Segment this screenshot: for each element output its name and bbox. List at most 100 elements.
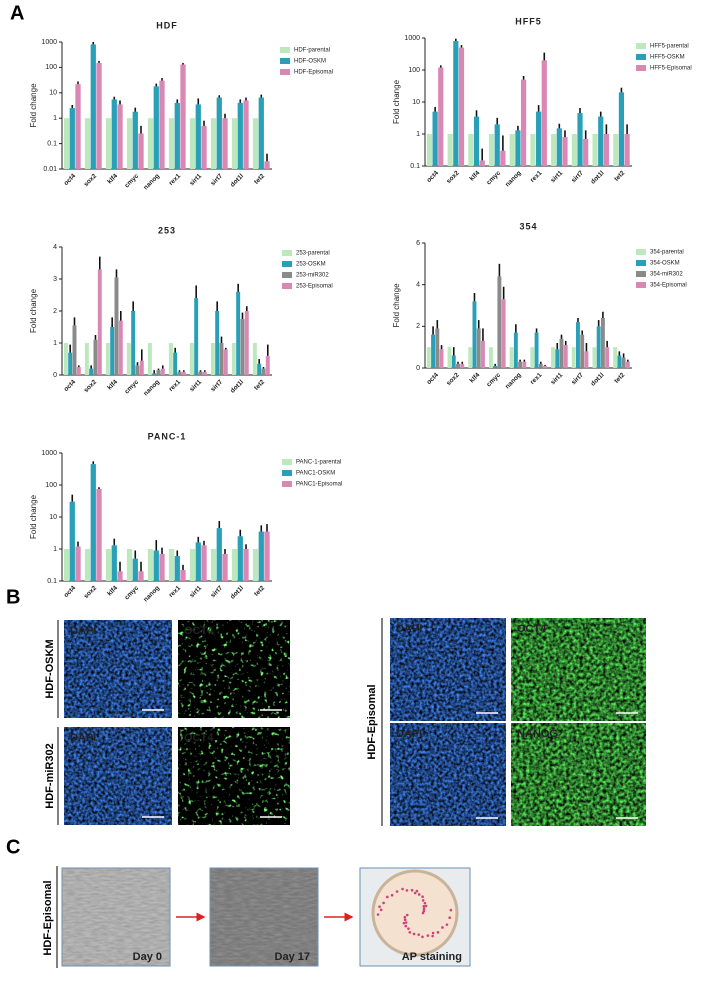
legend-label: 253-Episomal (296, 284, 333, 290)
episomal-image-texture (511, 723, 646, 826)
bar (160, 368, 165, 375)
x-tick-label: sirt7 (209, 172, 224, 187)
bar (596, 326, 601, 368)
bar (458, 47, 465, 166)
legend-label: PANC1-Episomal (296, 482, 342, 488)
bar (147, 549, 154, 581)
bar (231, 343, 236, 375)
bar (438, 67, 444, 166)
bar (132, 558, 138, 581)
row-label: HDF-Episomal (42, 880, 54, 955)
legend-swatch (636, 282, 646, 288)
bar (605, 347, 610, 368)
bar (194, 298, 199, 375)
legend-swatch (282, 283, 292, 289)
bar (105, 118, 112, 169)
bar (89, 368, 94, 375)
ap-colony (376, 913, 380, 916)
x-tick-label: tet2 (253, 584, 266, 597)
ap-colony (395, 890, 399, 893)
bar (177, 371, 182, 375)
y-tick-label: 100 (45, 64, 57, 71)
bar (571, 134, 577, 166)
bar (563, 345, 568, 368)
bar (476, 328, 481, 368)
bar (69, 108, 75, 169)
x-tick-label: sox2 (83, 584, 99, 600)
bar (509, 134, 515, 166)
legend-label: PANC1-OSKM (296, 471, 335, 477)
legend-label: 354-Episomal (650, 283, 687, 289)
ap-colony (422, 905, 426, 908)
bar (72, 325, 77, 375)
x-tick-label: sox2 (83, 172, 99, 188)
y-tick-label: 10 (49, 514, 57, 521)
legend-swatch (636, 43, 646, 49)
y-tick-label: 0.01 (43, 166, 57, 173)
image-label: OCT4 (517, 623, 547, 635)
bar (126, 549, 133, 581)
bar (541, 60, 547, 167)
image-label: Day 17 (275, 951, 310, 963)
legend-swatch (282, 272, 292, 278)
ap-colony (417, 893, 421, 896)
x-tick-label: rex1 (529, 169, 544, 184)
bar (252, 343, 257, 375)
x-tick-label: tet2 (253, 378, 266, 391)
legend-label: 253-parental (296, 251, 330, 257)
y-tick-label: 10 (412, 99, 420, 106)
ap-colony (421, 935, 424, 939)
dish (371, 869, 459, 957)
bar (426, 134, 433, 166)
marker-image-texture (178, 727, 290, 825)
x-tick-label: sox2 (445, 371, 461, 387)
row-label: HDF-Episomal (366, 684, 378, 759)
bar (216, 97, 222, 169)
x-tick-label: dot1l (229, 585, 245, 601)
bar (138, 571, 144, 581)
bar (592, 347, 597, 368)
bar (195, 542, 201, 581)
bar (468, 347, 473, 368)
bar (555, 349, 560, 368)
x-tick-label: tet2 (613, 371, 626, 384)
bar (75, 546, 81, 581)
bar (580, 334, 585, 368)
bar (261, 368, 266, 375)
bar (522, 361, 527, 368)
legend-swatch (280, 69, 290, 75)
bar (494, 124, 500, 166)
x-tick-label: sirt1 (550, 371, 565, 386)
x-tick-label: klf4 (106, 378, 119, 391)
y-tick-label: 6 (416, 240, 420, 247)
ap-colony (426, 934, 430, 937)
bar (153, 86, 159, 169)
bar (447, 134, 453, 166)
row-label: HDF-OSKM (44, 639, 56, 698)
ap-colony (403, 915, 407, 919)
x-tick-label: oct4 (63, 172, 78, 187)
ap-colony (402, 921, 406, 925)
bar (621, 357, 626, 368)
x-tick-label: sirt7 (209, 584, 224, 599)
bar (105, 549, 112, 581)
bar (180, 64, 186, 169)
bar (244, 311, 249, 375)
bar (536, 111, 542, 166)
x-tick-label: klf4 (106, 584, 119, 597)
bar (152, 373, 157, 375)
ap-colony (421, 895, 424, 898)
chart-title: HDF (156, 20, 178, 30)
ap-colony (436, 931, 440, 934)
y-tick-label: 2 (53, 308, 57, 315)
bar (174, 102, 180, 169)
ap-colony (403, 918, 407, 922)
bar (584, 351, 589, 368)
image-label: DAPI (70, 732, 96, 744)
x-tick-label: dot1l (590, 170, 606, 186)
bar (231, 118, 238, 169)
y-axis-label: Fold change (392, 283, 401, 328)
bar (257, 363, 262, 375)
y-tick-label: 0.1 (47, 578, 57, 585)
